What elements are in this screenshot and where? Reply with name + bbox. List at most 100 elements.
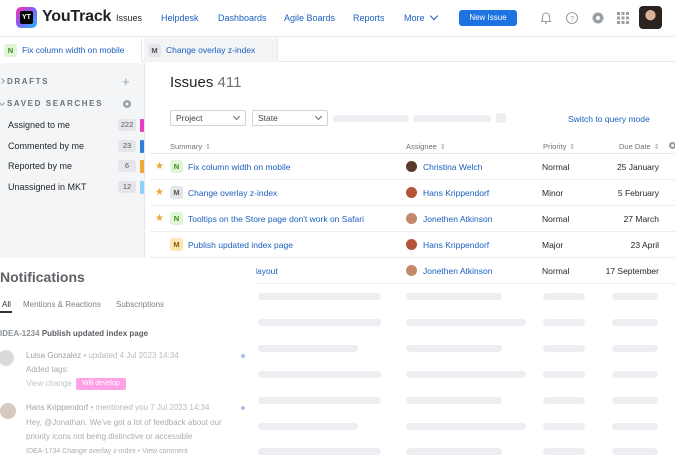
author-avatar [0,350,14,366]
issue-row[interactable]: ★ N Tooltips on the Store page don't wor… [150,206,675,232]
state-filter[interactable]: State [252,110,328,126]
tab-mentions-reactions[interactable]: Mentions & Reactions [23,300,101,309]
view-comment-link[interactable]: View comment [142,448,188,455]
unread-dot[interactable] [241,406,245,410]
star-icon[interactable]: ★ [155,187,164,198]
tab-fix-column-width[interactable]: N Fix column width on mobile [0,38,142,62]
due-date-value[interactable]: 5 February [617,188,659,198]
add-icon[interactable]: + [122,74,130,89]
loading-placeholder [612,423,658,430]
issue-row[interactable]: e layout Jonethen Atkinson Normal 17 Sep… [150,258,675,284]
chevron-right-icon[interactable] [0,78,5,84]
column-settings-icon[interactable] [668,141,675,150]
brand-name[interactable]: YouTrack [42,8,112,25]
assignee-link[interactable]: Hans Krippendorf [423,240,490,250]
star-icon[interactable]: ★ [155,161,164,172]
header-divider [150,153,675,154]
issue-title: Publish updated index page [41,329,149,338]
column-header-priority[interactable]: Priority ⇕ [543,142,575,151]
column-header-priority-label: Priority [543,142,567,151]
nav-helpdesk[interactable]: Helpdesk [161,13,199,23]
apps-grid-icon[interactable] [616,11,630,25]
settings-icon[interactable] [122,99,132,109]
issue-row[interactable]: ★ M Change overlay z-index Hans Krippend… [150,180,675,206]
assignee-link[interactable]: Jonethen Atkinson [423,214,493,224]
nav-reports[interactable]: Reports [353,13,385,23]
issue-summary-link[interactable]: Publish updated index page [188,240,293,250]
saved-search-unassigned[interactable]: Unassigned in MKT [8,182,87,192]
priority-value[interactable]: Minor [542,188,564,198]
active-tab-indicator [0,311,12,313]
loading-placeholder [258,319,381,326]
issue-row[interactable]: M Publish updated index page Hans Krippe… [150,232,675,258]
notifications-title: Notifications [0,269,85,285]
issue-summary-link[interactable]: Fix column width on mobile [188,162,291,172]
column-header-summary-label: Summary [170,142,203,151]
drafts-heading[interactable]: DRAFTS [7,77,50,86]
star-icon[interactable]: ★ [155,213,164,224]
assignee-avatar [406,161,417,172]
author-avatar [0,403,16,419]
column-header-assignee[interactable]: Assignee ⇕ [406,142,446,151]
saved-search-reported[interactable]: Reported by me [8,161,73,171]
nav-dashboards[interactable]: Dashboards [218,13,267,23]
saved-search-assigned[interactable]: Assigned to me [8,120,71,130]
chevron-down-icon[interactable] [0,100,5,106]
column-header-summary[interactable]: Summary ⇕ [170,142,211,151]
bell-icon[interactable] [539,11,553,25]
issue-reference[interactable]: IDEA-1734 Change overlay z-index [26,448,136,455]
assignee-link[interactable]: Hans Krippendorf [423,188,490,198]
notification-text: Added tags: [26,365,69,374]
notification-action: updated 4 Jul 2023 14:34 [88,351,179,360]
major-priority-badge: M [170,238,183,251]
count-badge: 12 [118,181,136,193]
issue-summary-link[interactable]: Change overlay z-index [188,188,278,198]
tab-subscriptions[interactable]: Subscriptions [116,300,165,309]
due-date-value[interactable]: 23 April [630,240,659,250]
issue-row[interactable]: ★ N Fix column width on mobile Christina… [150,154,675,180]
new-issue-button[interactable]: New Issue [459,10,517,26]
due-date-value[interactable]: 17 September [605,266,659,276]
loading-placeholder [543,371,585,378]
sort-icon: ⇕ [569,144,576,151]
project-filter[interactable]: Project [170,110,246,126]
priority-value[interactable]: Normal [542,162,570,172]
priority-value[interactable]: Normal [542,266,570,276]
loading-placeholder [406,423,526,430]
notification-text: priority icons not being distinctive or … [26,432,193,441]
nav-issues[interactable]: Issues [116,13,143,23]
priority-value[interactable]: Normal [542,214,570,224]
tab-change-overlay[interactable]: M Change overlay z-index [144,38,278,62]
switch-to-query-mode-link[interactable]: Switch to query mode [568,114,650,124]
column-header-due-date[interactable]: Due Date ⇕ [619,142,660,151]
saved-search-commented[interactable]: Commented by me [8,141,85,151]
youtrack-logo[interactable]: YT [16,7,37,28]
loading-placeholder [333,115,409,122]
loading-placeholder [258,345,358,352]
tab-label: Fix column width on mobile [22,45,125,55]
priority-value[interactable]: Major [542,240,564,250]
minor-priority-badge: M [148,43,161,57]
view-change-link[interactable]: View change [26,379,72,388]
assignee-link[interactable]: Jonethen Atkinson [423,266,493,276]
tab-all[interactable]: All [2,300,11,309]
tag-chip: Will develop [76,378,126,390]
assignee-link[interactable]: Christina Welch [423,162,483,172]
nav-more[interactable]: More [404,11,438,23]
loading-placeholder [543,319,585,326]
unread-dot[interactable] [241,354,245,358]
top-navigation-bar: YT YouTrack Issues Helpdesk Dashboards A… [0,0,675,37]
notification-issue-header[interactable]: IDEA-1234 Publish updated index page [0,329,148,338]
author-name: Luisa Gonzalez [26,351,82,360]
issue-summary-link[interactable]: e layout [248,266,278,276]
color-tag [140,140,144,153]
nav-agile-boards[interactable]: Agile Boards [284,13,336,23]
due-date-value[interactable]: 27 March [623,214,659,224]
issue-summary-link[interactable]: Tooltips on the Store page don't work on… [188,214,364,224]
due-date-value[interactable]: 25 January [616,162,659,172]
user-avatar[interactable] [639,6,662,29]
column-header-assignee-label: Assignee [406,142,437,151]
settings-icon[interactable] [591,11,605,25]
saved-searches-heading[interactable]: SAVED SEARCHES [7,99,104,108]
help-icon[interactable]: ? [565,11,579,25]
